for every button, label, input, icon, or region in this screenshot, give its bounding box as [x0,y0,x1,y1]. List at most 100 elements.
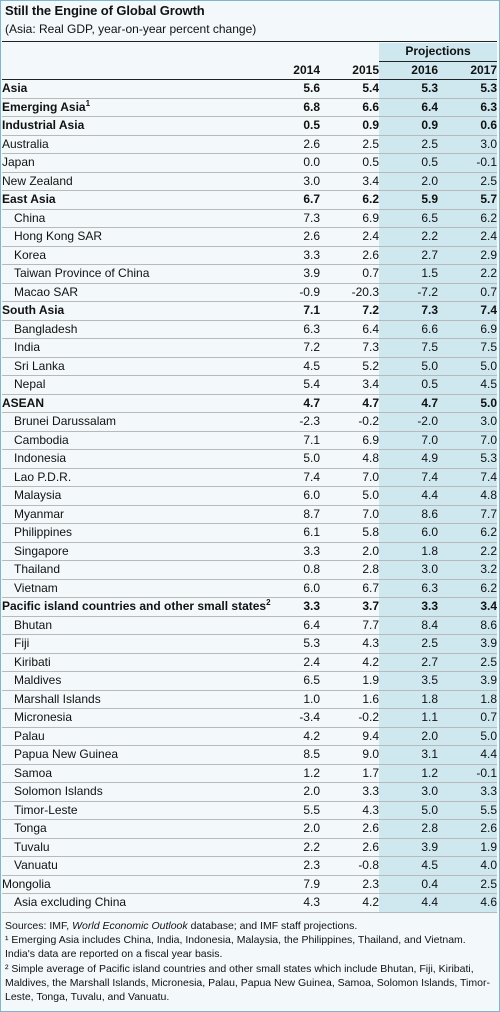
year-header: 2014 [261,61,320,80]
value-cell: -7.2 [379,283,438,302]
value-cell: 2.5 [438,172,498,191]
value-cell: 4.2 [261,727,320,746]
value-cell: 5.9 [379,190,438,210]
value-cell: 7.4 [379,468,438,487]
value-cell: 2.7 [379,653,438,672]
table-row: Lao P.D.R. 7.4 7.0 7.4 7.4 [2,468,498,487]
table-row: East Asia 6.7 6.2 5.9 5.7 [2,190,498,210]
value-cell: 4.5 [379,856,438,876]
value-cell: 0.5 [379,153,438,173]
value-cell: 3.3 [379,597,438,617]
value-cell: 2.6 [261,227,320,247]
value-cell: 1.2 [379,764,438,783]
value-cell: 1.8 [379,690,438,709]
table-row: Vietnam 6.0 6.7 6.3 6.2 [2,579,498,598]
table-row: Vanuatu 2.3 -0.8 4.5 4.0 [2,856,498,876]
value-cell: 3.5 [379,671,438,691]
value-cell: 5.0 [438,727,498,746]
table-row: New Zealand 3.0 3.4 2.0 2.5 [2,172,498,191]
value-cell: 8.4 [379,616,438,635]
value-cell: 6.7 [261,190,320,210]
value-cell: 4.3 [320,634,379,654]
value-cell: -20.3 [320,283,379,302]
value-cell: 4.4 [438,745,498,765]
value-cell: 2.4 [261,653,320,672]
value-cell: 5.5 [438,801,498,820]
value-cell: 5.3 [438,79,498,99]
value-cell: 6.3 [438,98,498,117]
table-title: Still the Engine of Global Growth [5,3,205,18]
row-label: Macao SAR [2,283,261,302]
value-cell: -0.9 [261,283,320,302]
table-row: Fiji 5.3 4.3 2.5 3.9 [2,634,498,654]
value-cell: 7.4 [438,468,498,487]
value-cell: -0.2 [320,412,379,432]
row-label: Korea [2,246,261,265]
row-label: Kiribati [2,653,261,672]
value-cell: 5.4 [320,79,379,99]
value-cell: 3.3 [261,597,320,617]
value-cell: 3.9 [261,264,320,284]
year-header: 2015 [320,61,379,80]
value-cell: 1.1 [379,708,438,728]
value-cell: 2.2 [379,227,438,247]
value-cell: 5.5 [261,801,320,820]
footnote-1: ¹ Emerging Asia includes China, India, I… [5,934,466,961]
value-cell: 6.4 [379,98,438,117]
value-cell: 4.8 [438,486,498,506]
row-label: Malaysia [2,486,261,506]
value-cell: 4.4 [379,486,438,506]
footnote-marker: 1 [85,98,91,108]
table-row: Bangladesh 6.3 6.4 6.6 6.9 [2,320,498,339]
value-cell: 6.7 [320,579,379,598]
value-cell: 3.0 [261,172,320,191]
value-cell: 2.8 [379,819,438,839]
table-row: Samoa 1.2 1.7 1.2 -0.1 [2,764,498,783]
value-cell: 2.0 [379,172,438,191]
value-cell: 3.9 [438,671,498,691]
value-cell: 6.8 [261,98,320,117]
value-cell: 3.4 [438,597,498,617]
value-cell: 4.4 [379,893,438,913]
value-cell: 7.1 [261,301,320,321]
value-cell: 7.1 [261,431,320,450]
row-label: Papua New Guinea [2,745,261,765]
row-label: Australia [2,135,261,154]
value-cell: -0.2 [320,708,379,728]
value-cell: 3.2 [438,560,498,580]
value-cell: -2.3 [261,412,320,432]
value-cell: 3.3 [320,782,379,802]
table-row: Myanmar 8.7 7.0 8.6 7.7 [2,505,498,524]
row-label: Pacific island countries and other small… [2,597,271,617]
value-cell: 0.7 [438,708,498,728]
value-cell: 2.6 [320,246,379,265]
table-row: Macao SAR -0.9 -20.3 -7.2 0.7 [2,283,498,302]
table-row: Taiwan Province of China 3.9 0.7 1.5 2.2 [2,264,498,284]
value-cell: 6.4 [261,616,320,635]
value-cell: 4.9 [379,449,438,469]
sources-notes: Sources: IMF, World Economic Outlook dat… [5,919,495,1004]
value-cell: 3.0 [438,412,498,432]
row-label: Tonga [2,819,261,839]
value-cell: 6.2 [438,579,498,598]
value-cell: -0.1 [438,764,498,783]
value-cell: 4.7 [261,394,320,413]
value-cell: 1.8 [379,542,438,561]
value-cell: 0.6 [438,116,498,136]
value-cell: 1.6 [320,690,379,709]
value-cell: 2.6 [320,819,379,839]
value-cell: 7.9 [261,875,320,894]
row-label: Vanuatu [2,856,261,876]
year-header-row: 2014 2015 2016 2017 [2,61,498,80]
row-label: Asia excluding China [2,893,261,913]
value-cell: 5.6 [261,79,320,99]
row-label: Brunei Darussalam [2,412,261,432]
table-row: Hong Kong SAR 2.6 2.4 2.2 2.4 [2,227,498,247]
value-cell: 0.7 [438,283,498,302]
value-cell: 4.2 [320,893,379,913]
value-cell: 0.7 [320,264,379,284]
value-cell: 2.6 [261,135,320,154]
value-cell: 1.9 [320,671,379,691]
table-row: Timor-Leste 5.5 4.3 5.0 5.5 [2,801,498,820]
value-cell: 6.9 [320,431,379,450]
